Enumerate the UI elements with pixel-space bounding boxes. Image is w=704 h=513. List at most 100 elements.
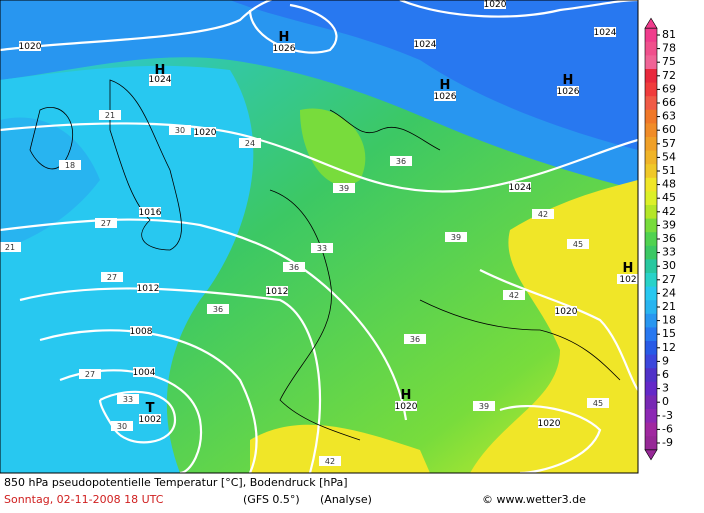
colorbar: 8178757269666360575451484542393633302724… [644, 17, 676, 461]
isotherm-label: 36 [289, 263, 299, 272]
colorbar-label: 21 [662, 300, 676, 313]
footer-copyright: © www.wetter3.de [482, 493, 586, 506]
isotherm-label-box [390, 156, 412, 166]
isotherm-label-box [59, 160, 81, 170]
isotherm-label-box [473, 401, 495, 411]
isotherm-label-box [239, 138, 261, 148]
isotherm-label: 27 [101, 219, 111, 228]
colorbar-label: 30 [662, 259, 676, 272]
isotherm-label: 33 [317, 244, 327, 253]
colorbar-label: 69 [662, 82, 676, 95]
isotherm-label: 27 [107, 273, 117, 282]
pressure-center-symbol: H [279, 30, 290, 45]
isotherm-label-box [567, 239, 589, 249]
isotherm-label: 18 [65, 161, 75, 170]
isotherm-label: 30 [117, 422, 127, 431]
coastlines [29, 79, 621, 441]
isotherm-label: 39 [451, 233, 461, 242]
isotherm-label-box [169, 125, 191, 135]
colorbar-label: 15 [662, 327, 676, 340]
pressure-center-value: 1026 [557, 87, 580, 97]
colorbar-top-arrow [644, 17, 658, 29]
isotherm-label: 21 [105, 111, 115, 120]
pressure-center-value-box [434, 91, 456, 101]
isotherm-label-box [95, 218, 117, 228]
colorbar-swatch [645, 286, 657, 301]
colorbar-swatch [645, 82, 657, 97]
colorbar-label: 57 [662, 137, 676, 150]
isotherm-label: 21 [5, 243, 15, 252]
pressure-center-value: 1026 [434, 92, 457, 102]
colorbar-label: 3 [662, 382, 669, 395]
colorbar-label: -9 [662, 436, 673, 449]
colorbar-label: 63 [662, 110, 676, 123]
isobar-label: 1012 [266, 287, 289, 297]
pressure-center-symbol: H [401, 388, 412, 403]
isobar-label: 1020 [19, 42, 42, 52]
colorbar-swatch [645, 422, 657, 437]
colorbar-swatch [645, 41, 657, 56]
isotherm-label-box [311, 243, 333, 253]
pressure-center-value-box [617, 274, 639, 284]
isotherm-label-box [283, 262, 305, 272]
colorbar-swatch [645, 96, 657, 111]
colorbar-swatch [645, 341, 657, 356]
colorbar-swatch [645, 232, 657, 247]
colorbar-label: 48 [662, 178, 676, 191]
colorbar-swatch [645, 327, 657, 342]
isobar-label-box [538, 418, 560, 428]
colorbar-frame [644, 27, 658, 451]
isotherm-label: 42 [538, 210, 548, 219]
isotherm-label-box [587, 398, 609, 408]
isotherm-label: 27 [85, 370, 95, 379]
pressure-center-value-box [395, 401, 417, 411]
colorbar-swatch [645, 381, 657, 396]
colorbar-swatch [645, 273, 657, 288]
footer-title: 850 hPa pseudopotentielle Temperatur [°C… [4, 476, 348, 489]
pressure-center-symbol: T [146, 401, 155, 416]
isotherm-label-box [79, 369, 101, 379]
pressure-center-symbol: H [623, 261, 634, 276]
pressure-center-value-box [139, 414, 161, 424]
isobar-label: 1008 [130, 327, 153, 337]
colorbar-label: 75 [662, 55, 676, 68]
isobar-label-box [509, 182, 531, 192]
colorbar-label: 51 [662, 164, 676, 177]
isobar-label-box [137, 283, 159, 293]
isotherm-label-box [333, 183, 355, 193]
colorbar-swatch [645, 137, 657, 152]
isobar-label-box [133, 367, 155, 377]
colorbar-swatch [645, 109, 657, 124]
isotherm-label: 30 [175, 126, 185, 135]
colorbar-swatch [645, 150, 657, 165]
colorbar-swatch [645, 177, 657, 192]
colorbar-label: 9 [662, 354, 669, 367]
pressure-center-value-box [557, 86, 579, 96]
colorbar-swatch [645, 409, 657, 424]
map-fields [0, 0, 638, 474]
colorbar-swatch [645, 436, 657, 451]
pressure-center-value: 1020 [395, 402, 418, 412]
pressure-center-symbol: H [563, 73, 574, 88]
pressure-center-value: 1026 [273, 44, 296, 54]
colorbar-swatch [645, 313, 657, 328]
isotherm-label-box [319, 456, 341, 466]
isobar-label: 1012 [137, 284, 160, 294]
colorbar-label: 60 [662, 123, 676, 136]
isotherm-label-box [207, 304, 229, 314]
isobar-label: 1024 [149, 75, 172, 85]
isobar-label: 1016 [139, 208, 162, 218]
isotherm-label: 36 [396, 157, 406, 166]
isobar-label: 1020 [555, 307, 578, 317]
isobar-label-box [484, 0, 506, 9]
colorbar-label: -3 [662, 409, 673, 422]
isobar-label: 1004 [133, 368, 156, 378]
colorbar-swatch [645, 205, 657, 220]
footer-run: (Analyse) [320, 493, 372, 506]
colorbar-swatch [645, 164, 657, 179]
colorbar-swatch [645, 259, 657, 274]
colorbar-label: 0 [662, 395, 669, 408]
colorbar-label: 42 [662, 205, 676, 218]
isotherm-label: 42 [325, 457, 335, 466]
